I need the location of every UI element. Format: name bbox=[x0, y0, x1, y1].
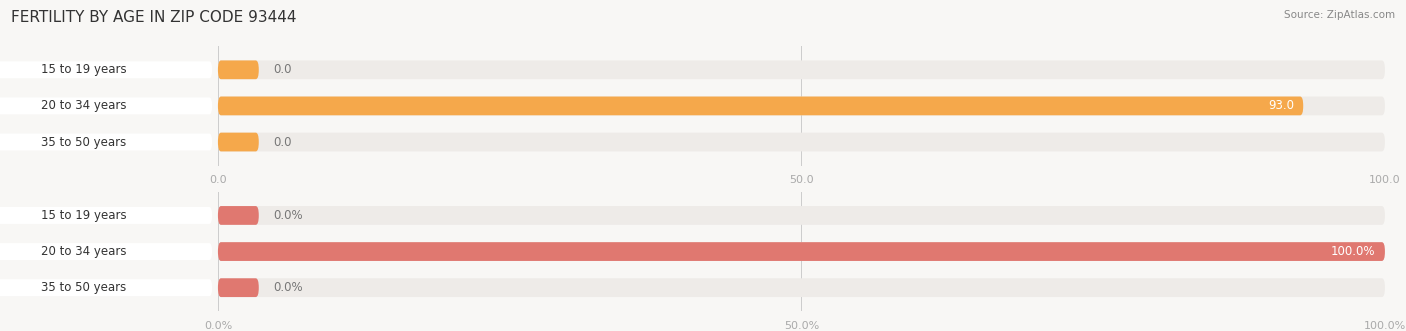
FancyBboxPatch shape bbox=[218, 242, 1385, 261]
FancyBboxPatch shape bbox=[218, 97, 1385, 115]
Text: 100.0%: 100.0% bbox=[1331, 245, 1375, 258]
FancyBboxPatch shape bbox=[0, 279, 212, 296]
FancyBboxPatch shape bbox=[0, 207, 212, 224]
FancyBboxPatch shape bbox=[218, 278, 259, 297]
FancyBboxPatch shape bbox=[218, 278, 1385, 297]
Text: 0.0: 0.0 bbox=[273, 63, 291, 76]
FancyBboxPatch shape bbox=[0, 97, 212, 115]
Text: 15 to 19 years: 15 to 19 years bbox=[41, 63, 127, 76]
FancyBboxPatch shape bbox=[0, 243, 212, 260]
Text: 0.0%: 0.0% bbox=[273, 281, 302, 294]
FancyBboxPatch shape bbox=[218, 61, 259, 79]
Text: 35 to 50 years: 35 to 50 years bbox=[41, 281, 127, 294]
FancyBboxPatch shape bbox=[218, 133, 259, 151]
Text: 20 to 34 years: 20 to 34 years bbox=[41, 245, 127, 258]
Text: 93.0: 93.0 bbox=[1268, 99, 1294, 113]
FancyBboxPatch shape bbox=[218, 242, 1385, 261]
Text: FERTILITY BY AGE IN ZIP CODE 93444: FERTILITY BY AGE IN ZIP CODE 93444 bbox=[11, 10, 297, 25]
Text: 0.0: 0.0 bbox=[273, 135, 291, 149]
FancyBboxPatch shape bbox=[218, 61, 1385, 79]
FancyBboxPatch shape bbox=[0, 134, 212, 151]
Text: 35 to 50 years: 35 to 50 years bbox=[41, 135, 127, 149]
Text: 20 to 34 years: 20 to 34 years bbox=[41, 99, 127, 113]
FancyBboxPatch shape bbox=[218, 133, 1385, 151]
FancyBboxPatch shape bbox=[218, 206, 259, 225]
Text: Source: ZipAtlas.com: Source: ZipAtlas.com bbox=[1284, 10, 1395, 20]
Text: 0.0%: 0.0% bbox=[273, 209, 302, 222]
FancyBboxPatch shape bbox=[0, 61, 212, 78]
FancyBboxPatch shape bbox=[218, 97, 1303, 115]
Text: 15 to 19 years: 15 to 19 years bbox=[41, 209, 127, 222]
FancyBboxPatch shape bbox=[218, 206, 1385, 225]
